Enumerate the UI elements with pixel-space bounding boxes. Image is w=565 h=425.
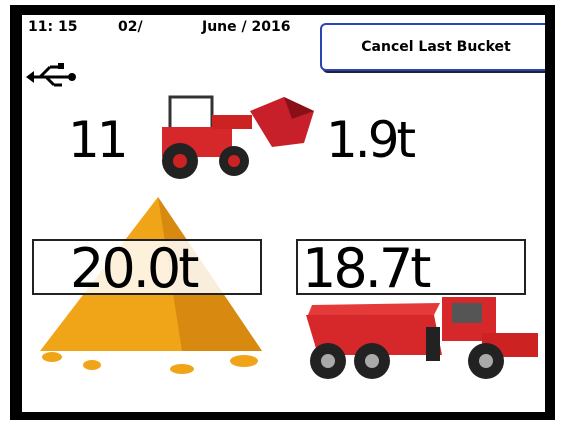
truck-image bbox=[306, 297, 538, 379]
time: 11: 15 bbox=[28, 19, 78, 35]
loader-image bbox=[162, 95, 314, 179]
cancel-button[interactable]: Cancel Last Bucket bbox=[320, 23, 545, 71]
stockpile-weight: 20.0t bbox=[70, 237, 199, 300]
stockpile-box: 20.0t bbox=[32, 239, 262, 297]
graphics bbox=[26, 63, 538, 379]
truck-weight: 18.7t bbox=[302, 237, 431, 300]
truck-box: 18.7t bbox=[296, 239, 526, 297]
usb-icon bbox=[26, 63, 76, 87]
bucket-count: 11 bbox=[68, 111, 129, 169]
day: 02/ bbox=[118, 19, 143, 35]
bucket-weight: 1.9t bbox=[326, 111, 416, 169]
month-year: June / 2016 bbox=[202, 19, 291, 35]
device-frame: 11: 15 02/ June / 2016 Cancel Last Bucke… bbox=[10, 5, 555, 420]
screen: 11: 15 02/ June / 2016 Cancel Last Bucke… bbox=[22, 15, 545, 412]
